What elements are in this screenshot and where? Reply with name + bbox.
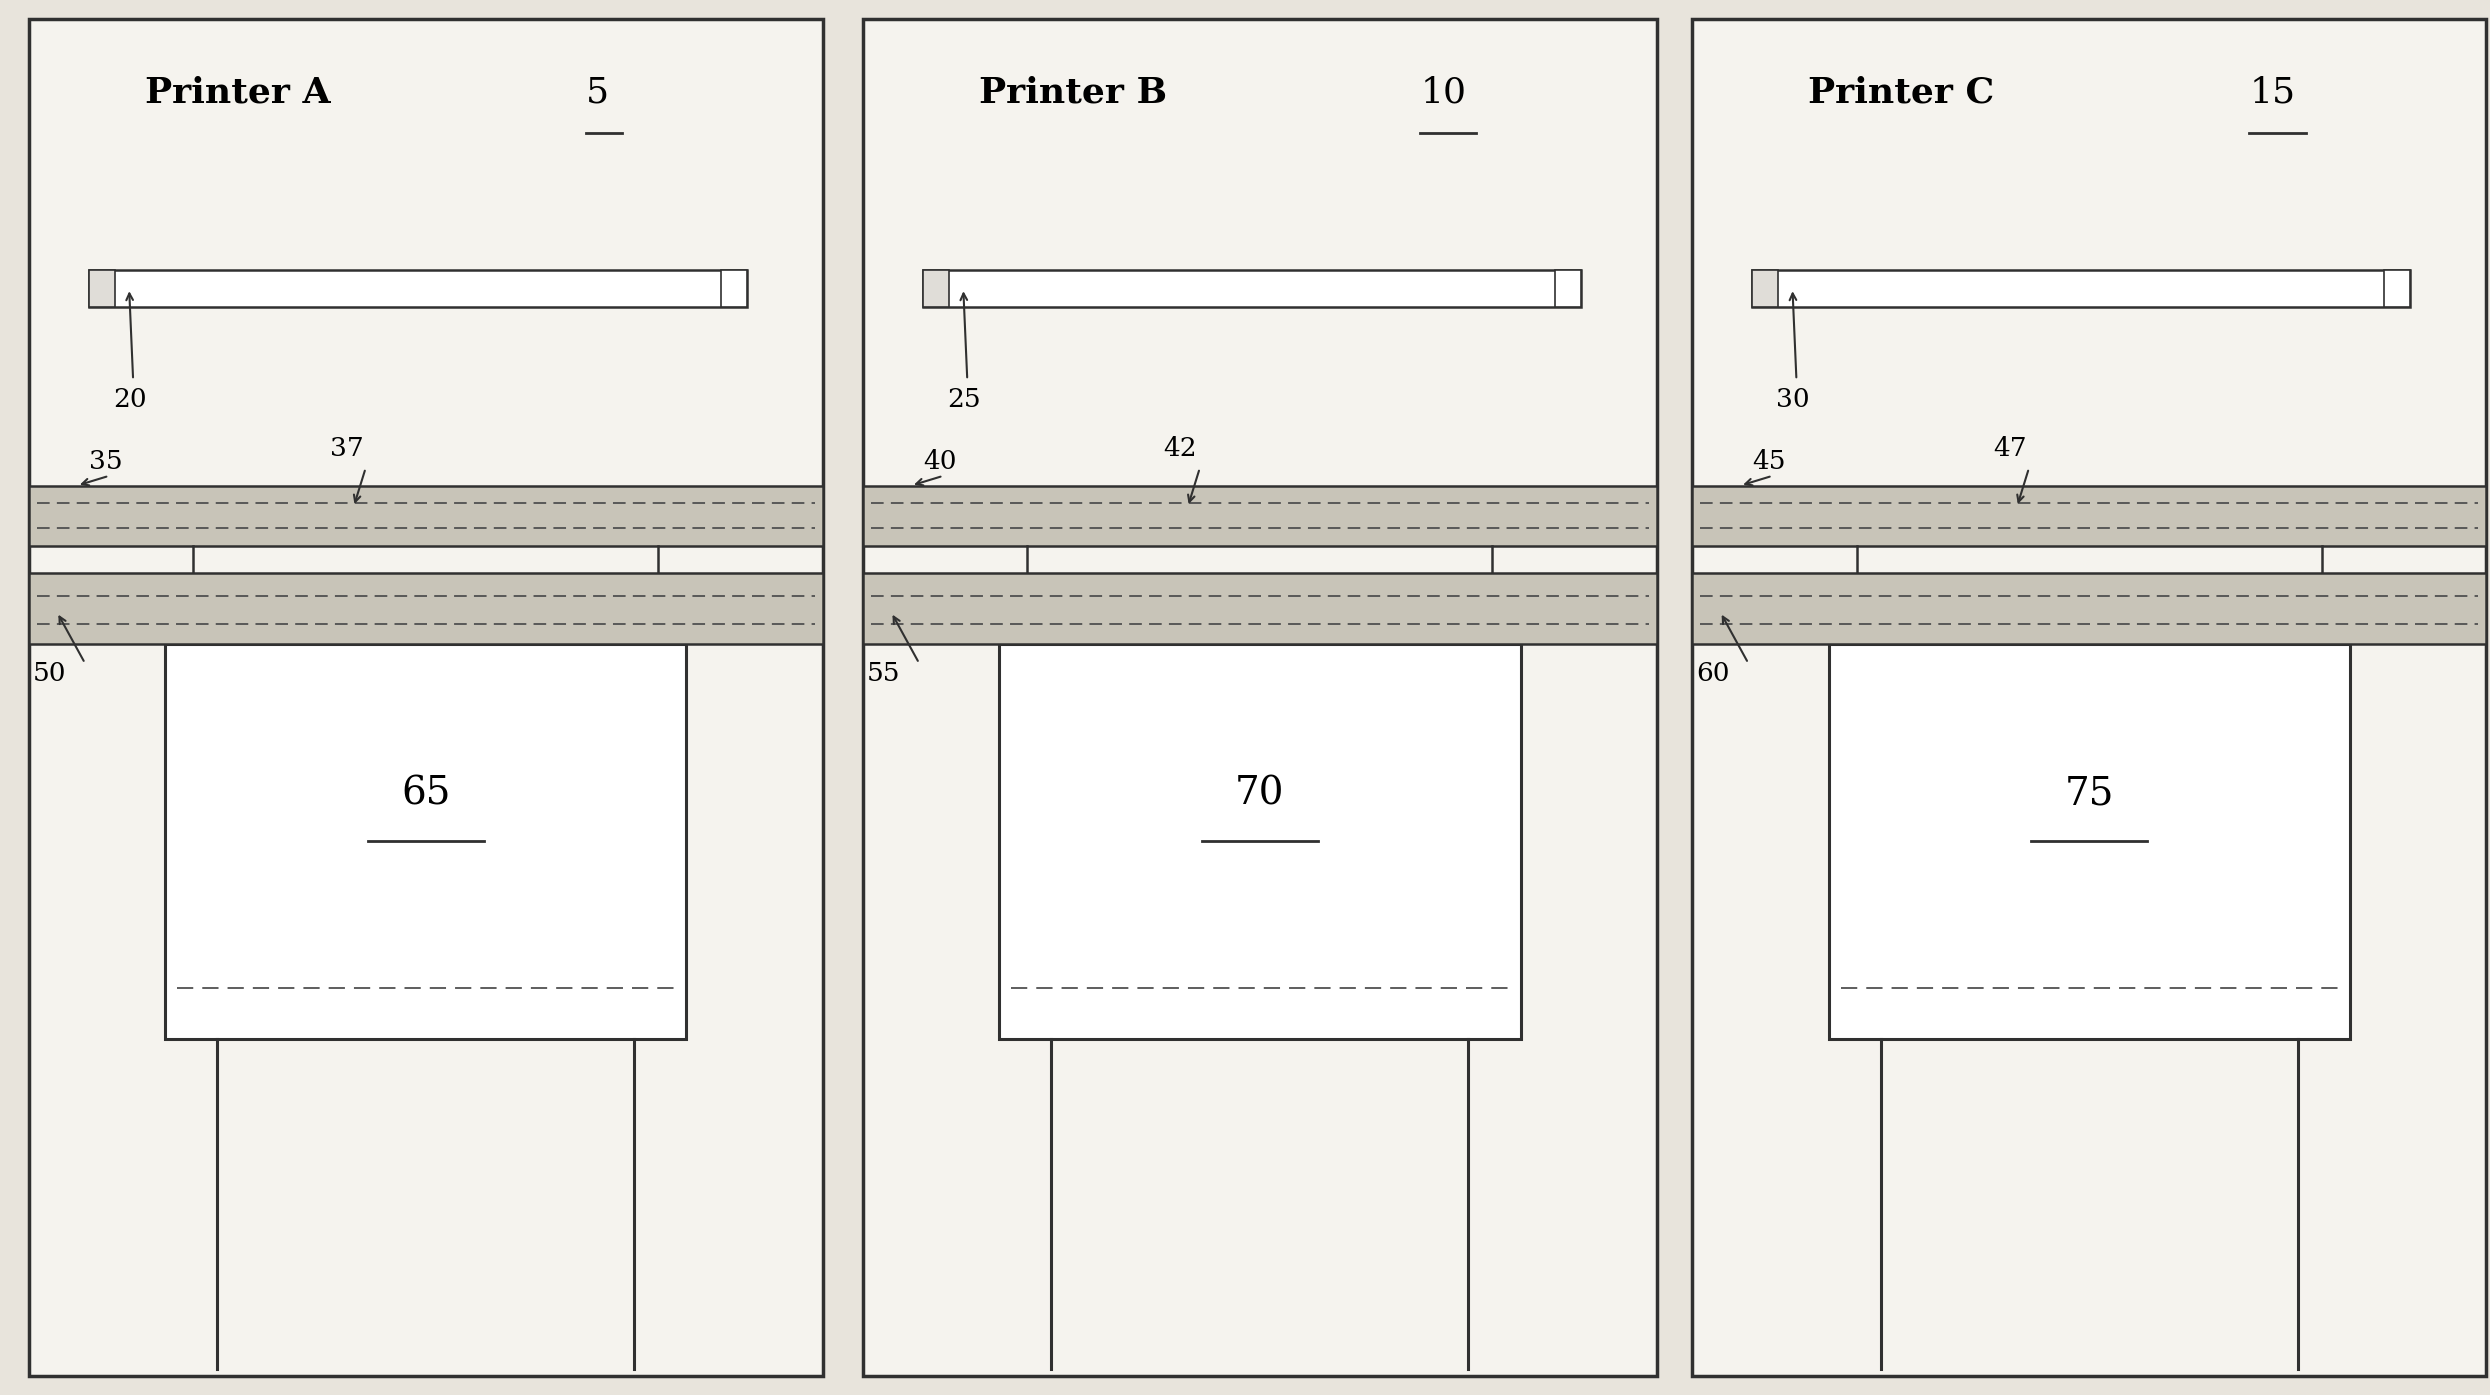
Text: 70: 70 — [1235, 776, 1285, 812]
Text: 5: 5 — [585, 75, 610, 109]
Text: 42: 42 — [1163, 437, 1198, 460]
Bar — [2383, 269, 2410, 307]
Text: 60: 60 — [1696, 661, 1731, 685]
Bar — [1693, 573, 2485, 644]
Bar — [720, 269, 747, 307]
Bar — [1828, 644, 2351, 1039]
Bar — [998, 644, 1521, 1039]
Text: 30: 30 — [1775, 388, 1810, 412]
Bar — [90, 269, 747, 307]
Text: 15: 15 — [2248, 75, 2296, 109]
Bar — [1693, 485, 2485, 545]
Bar — [864, 485, 1656, 545]
Text: 25: 25 — [946, 388, 981, 412]
Bar — [30, 573, 822, 644]
Text: 50: 50 — [32, 661, 67, 685]
Text: 47: 47 — [1992, 437, 2027, 460]
Text: Printer A: Printer A — [144, 75, 331, 109]
Text: 10: 10 — [1419, 75, 1467, 109]
Bar — [30, 485, 822, 545]
Bar — [1753, 269, 1778, 307]
Text: 35: 35 — [90, 449, 122, 474]
Text: 40: 40 — [924, 449, 956, 474]
Bar — [864, 573, 1656, 644]
Text: 55: 55 — [867, 661, 901, 685]
Text: 75: 75 — [2064, 776, 2114, 812]
Text: 65: 65 — [401, 776, 451, 812]
Text: 45: 45 — [1753, 449, 1785, 474]
Bar — [1554, 269, 1581, 307]
Bar — [924, 269, 1581, 307]
Bar — [164, 644, 687, 1039]
Bar — [90, 269, 115, 307]
Bar — [924, 269, 949, 307]
Text: 20: 20 — [112, 388, 147, 412]
Bar — [1753, 269, 2410, 307]
Text: 37: 37 — [329, 437, 364, 460]
Text: Printer B: Printer B — [979, 75, 1168, 109]
Text: Printer C: Printer C — [1808, 75, 1994, 109]
